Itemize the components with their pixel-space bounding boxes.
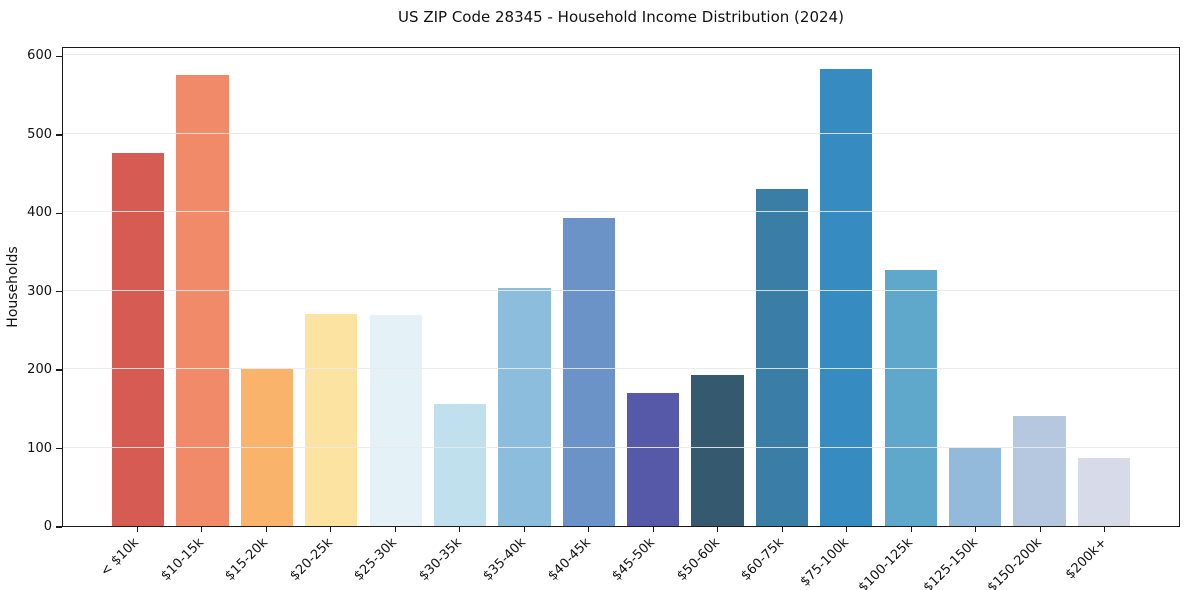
bar-$35-40k — [498, 287, 551, 526]
bar-slot-16 — [1072, 48, 1136, 526]
bar-$20-25k — [305, 313, 358, 526]
bar-slot-2 — [170, 48, 234, 526]
x-tick-mark-8 — [588, 527, 590, 532]
grid-line-100 — [63, 446, 1179, 448]
x-tick-mark-4 — [330, 527, 332, 532]
y-tick-label-500: 500 — [27, 126, 52, 142]
x-tick-mark-3 — [265, 527, 267, 532]
y-tick-mark-600 — [56, 55, 62, 58]
y-tick-label-300: 300 — [27, 283, 52, 299]
bar-slot-7 — [492, 48, 556, 526]
chart-title: US ZIP Code 28345 - Household Income Dis… — [398, 8, 844, 26]
bar-$100-125k — [884, 269, 937, 526]
bar-slot-1 — [106, 48, 170, 526]
x-tick-mark-16 — [1104, 527, 1106, 532]
bar-slot-12 — [814, 48, 878, 526]
x-tick-mark-9 — [652, 527, 654, 532]
bar-slot-3 — [235, 48, 299, 526]
y-tick-mark-300 — [56, 291, 62, 293]
bars-layer — [63, 48, 1179, 526]
bar-$60-75k — [755, 189, 808, 526]
bar-$150-200k — [1013, 415, 1066, 526]
y-tick-label-100: 100 — [27, 440, 52, 456]
x-tick-mark-11 — [781, 527, 783, 532]
bar-slot-10 — [685, 48, 749, 526]
bar-slot-5 — [364, 48, 428, 526]
x-tick-mark-2 — [201, 527, 203, 532]
x-tick-mark-12 — [846, 527, 848, 532]
bar-$45-50k — [627, 393, 680, 526]
bar-$125-150k — [948, 447, 1002, 526]
bar-$25-30k — [369, 315, 422, 526]
y-tick-mark-400 — [56, 212, 62, 214]
grid-line-300 — [63, 289, 1179, 291]
bar-$50-60k — [691, 375, 744, 526]
bar-slot-8 — [557, 48, 621, 526]
grid-line-200 — [63, 368, 1179, 370]
bar-slot-6 — [428, 48, 492, 526]
y-tick-mark-500 — [56, 134, 62, 136]
y-tick-label-400: 400 — [27, 205, 52, 221]
y-tick-label-200: 200 — [27, 362, 52, 378]
y-tick-label-600: 600 — [27, 48, 52, 64]
grid-line-600 — [63, 54, 1179, 56]
grid-line-500 — [63, 132, 1179, 134]
y-tick-label-0: 0 — [43, 519, 52, 534]
x-tick-mark-15 — [1039, 527, 1041, 532]
bar-$10-15k — [176, 74, 229, 526]
bar-$75-100k — [820, 69, 873, 526]
bar-$40-45k — [562, 218, 615, 526]
x-tick-mark-14 — [975, 527, 977, 532]
y-tick-mark-100 — [56, 447, 62, 450]
bar-slot-11 — [750, 48, 814, 526]
bar-$30-35k — [433, 404, 487, 526]
grid-line-400 — [63, 211, 1179, 213]
x-tick-mark-13 — [910, 527, 912, 532]
bar-slot-4 — [299, 48, 363, 526]
x-tick-mark-6 — [459, 527, 461, 532]
y-tick-mark-0 — [56, 526, 62, 528]
x-tick-mark-1 — [136, 527, 138, 532]
bar-slot-15 — [1007, 48, 1071, 526]
bar-slot-9 — [621, 48, 685, 526]
x-tick-mark-7 — [523, 527, 525, 532]
plot-area — [62, 47, 1180, 527]
x-tick-mark-5 — [394, 527, 396, 532]
bar-slot-14 — [943, 48, 1007, 526]
bar-slot-13 — [879, 48, 943, 526]
x-tick-label-< $10k: < $10k — [98, 535, 143, 580]
x-tick-mark-10 — [717, 527, 719, 532]
bar-$200k+ — [1077, 458, 1130, 526]
y-tick-mark-200 — [56, 369, 62, 371]
bar-< $10k — [112, 153, 165, 526]
